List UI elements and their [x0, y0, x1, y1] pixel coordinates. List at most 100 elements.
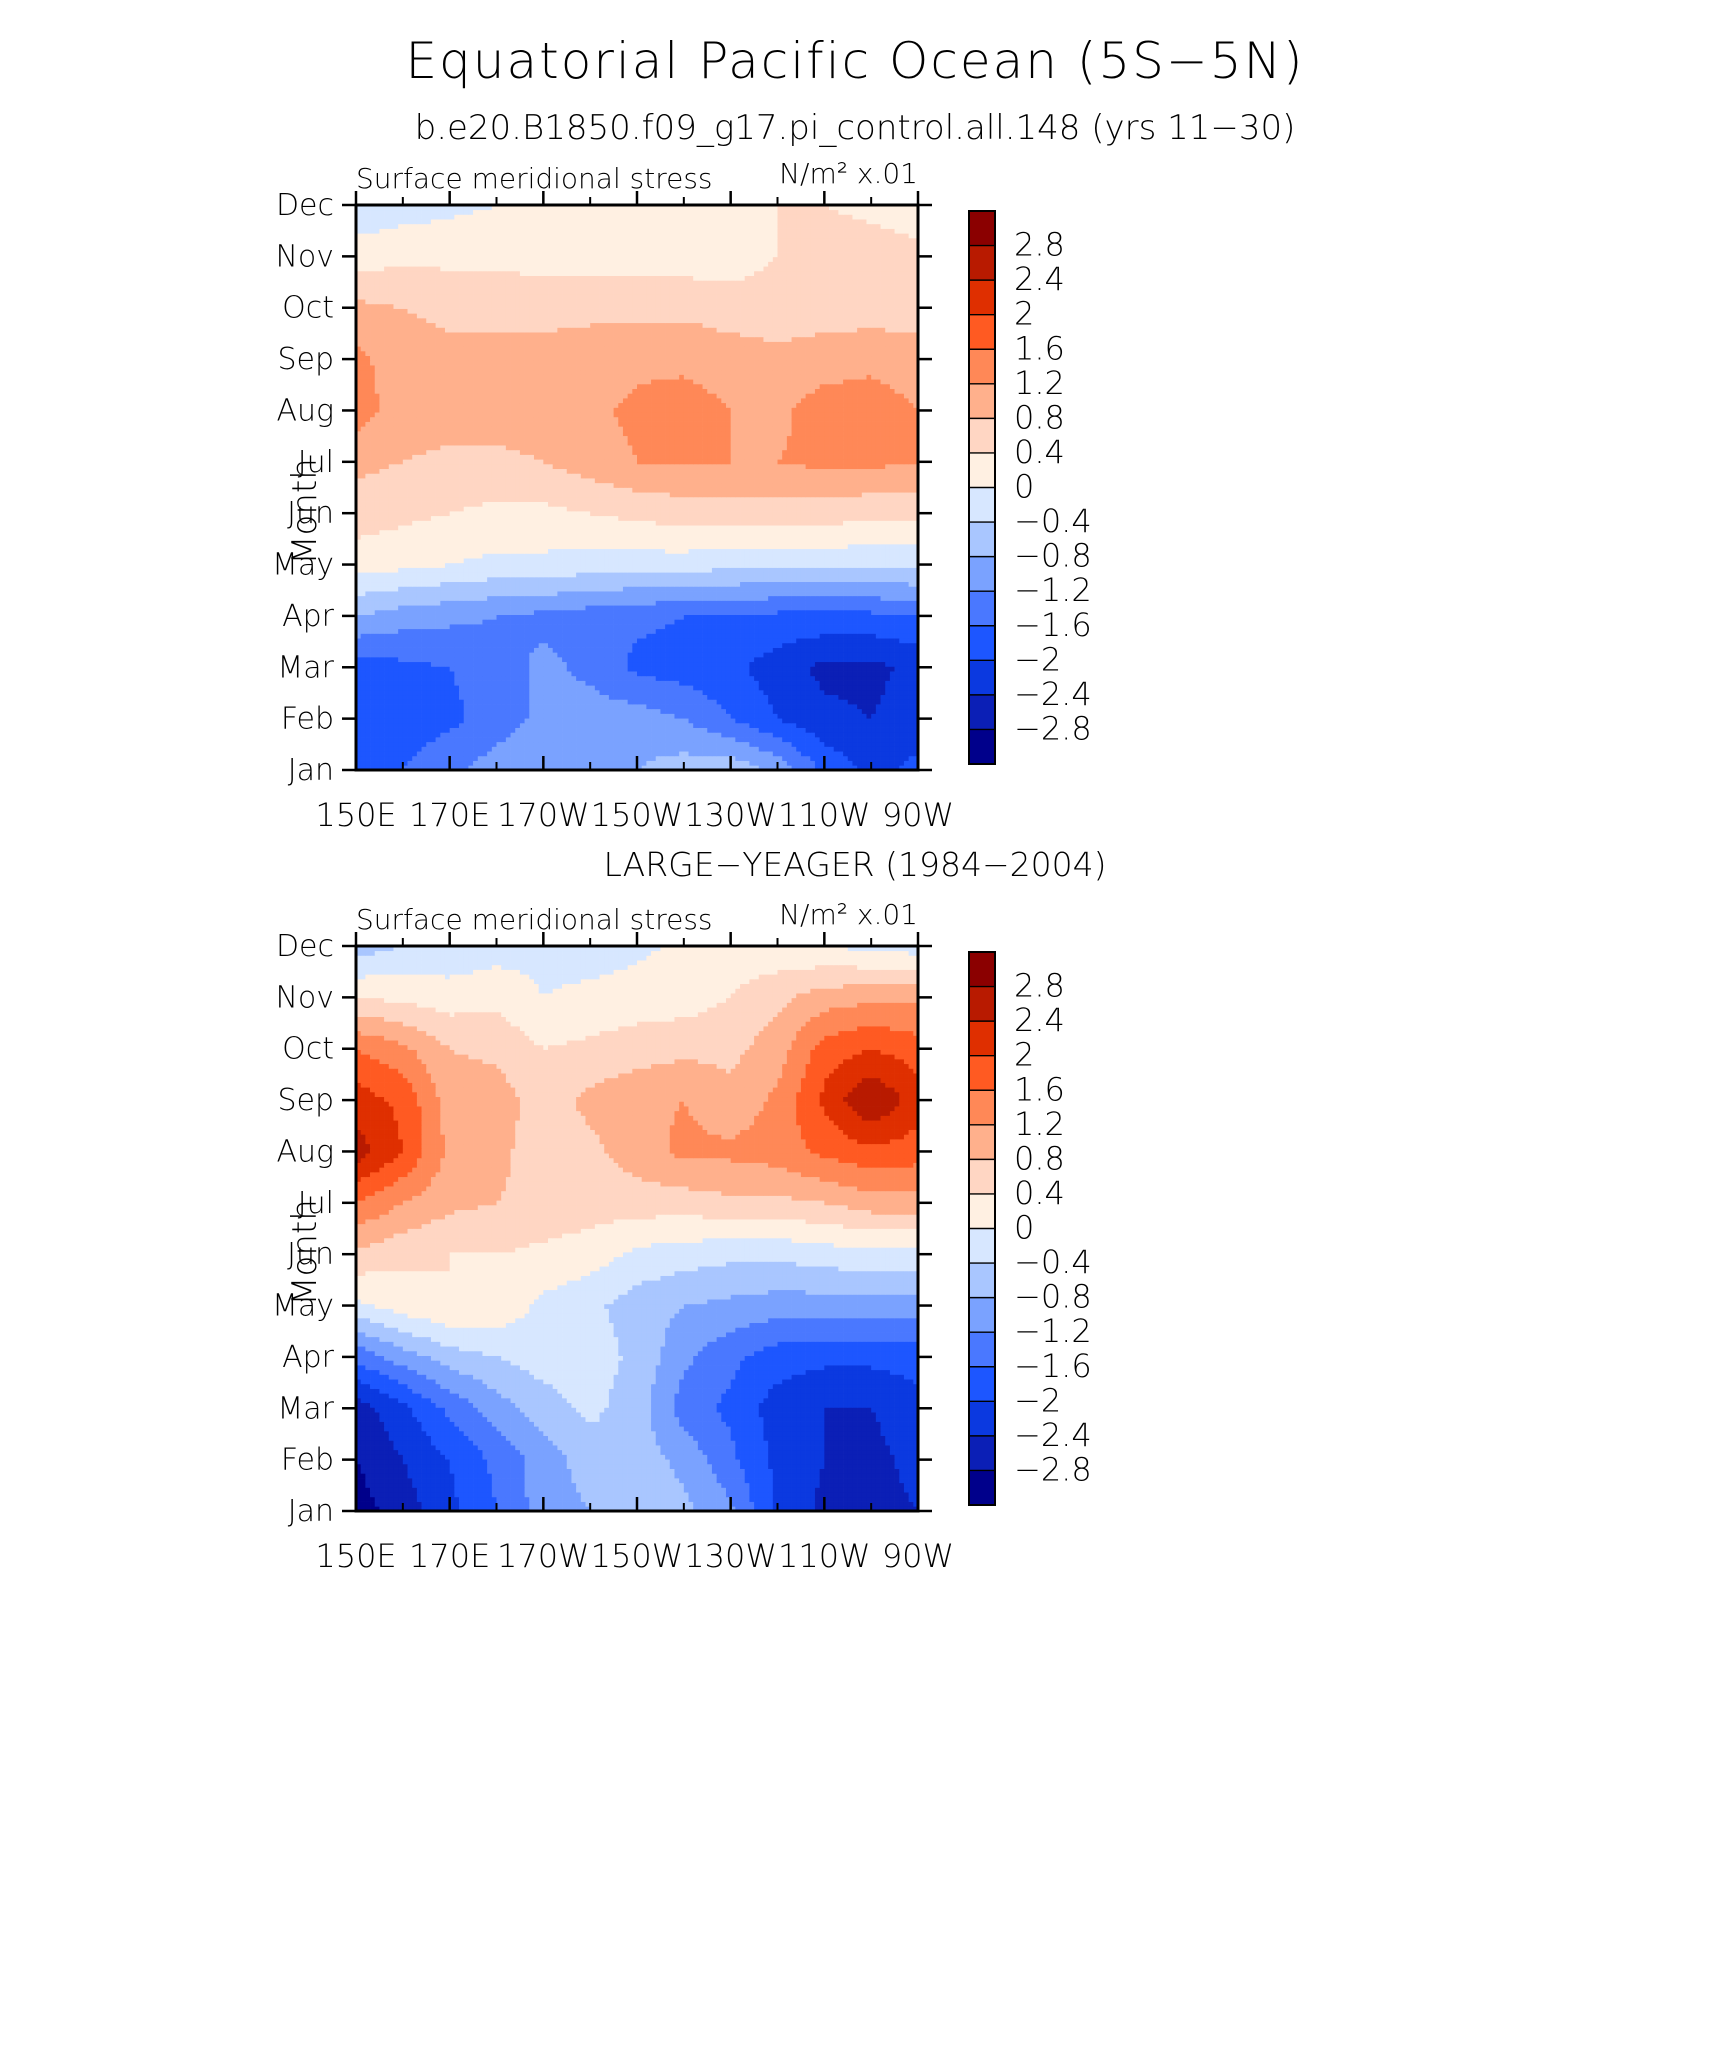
- heatmap-cell: [697, 727, 703, 733]
- heatmap-cell: [866, 699, 872, 705]
- heatmap-cell: [491, 595, 497, 601]
- heatmap-cell: [557, 638, 563, 644]
- heatmap-cell: [782, 633, 788, 639]
- heatmap-cell: [501, 718, 507, 724]
- heatmap-cell: [501, 704, 507, 710]
- heatmap-cell: [468, 727, 474, 733]
- heatmap-cell: [791, 652, 797, 658]
- heatmap-cell: [899, 619, 905, 625]
- heatmap-cell: [688, 755, 694, 761]
- heatmap-cell: [679, 642, 685, 648]
- heatmap-cell: [618, 671, 624, 677]
- heatmap-cell: [449, 755, 455, 761]
- heatmap-cell: [370, 572, 376, 578]
- heatmap-cell: [796, 751, 802, 757]
- heatmap-cell: [744, 765, 750, 770]
- heatmap-cell: [833, 732, 839, 738]
- heatmap-cell: [702, 760, 708, 766]
- heatmap-cell: [660, 671, 666, 677]
- heatmap-cell: [688, 718, 694, 724]
- heatmap-cell: [903, 605, 909, 611]
- heatmap-cell: [716, 666, 722, 672]
- heatmap-cell: [356, 657, 362, 663]
- heatmap-cell: [908, 699, 914, 705]
- heatmap-cell: [477, 675, 483, 681]
- heatmap-cell: [838, 614, 844, 620]
- heatmap-cell: [426, 572, 432, 578]
- heatmap-cell: [899, 746, 905, 752]
- heatmap-cell: [515, 722, 521, 728]
- heatmap-cell: [622, 732, 628, 738]
- heatmap-cell: [360, 661, 366, 667]
- heatmap-cell: [847, 713, 853, 719]
- heatmap-cell: [646, 661, 652, 667]
- heatmap-cell: [627, 652, 633, 658]
- heatmap-cell: [622, 689, 628, 696]
- heatmap-cell: [473, 680, 479, 686]
- heatmap-cell: [800, 713, 806, 719]
- heatmap-cell: [416, 746, 422, 752]
- heatmap-cell: [908, 680, 914, 686]
- heatmap-cell: [543, 614, 549, 620]
- heatmap-cell: [412, 718, 418, 724]
- heatmap-cell: [716, 624, 722, 630]
- heatmap-cell: [744, 586, 750, 592]
- heatmap-cell: [814, 595, 820, 601]
- heatmap-cell: [791, 576, 797, 583]
- heatmap-cell: [505, 619, 511, 625]
- heatmap-cell: [660, 647, 666, 653]
- heatmap-cell: [875, 581, 881, 587]
- heatmap-cell: [805, 760, 811, 766]
- heatmap-cell: [468, 633, 474, 639]
- heatmap-cell: [716, 685, 722, 691]
- heatmap-cell: [814, 694, 820, 700]
- heatmap-cell: [819, 661, 825, 667]
- heatmap-cell: [566, 624, 572, 630]
- heatmap-cell: [655, 619, 661, 625]
- heatmap-cell: [660, 722, 666, 728]
- heatmap-cell: [566, 647, 572, 653]
- heatmap-cell: [838, 727, 844, 733]
- heatmap-cell: [533, 576, 539, 583]
- heatmap-cell: [515, 713, 521, 719]
- heatmap-cell: [576, 619, 582, 625]
- heatmap-cell: [679, 685, 685, 691]
- heatmap-cell: [627, 760, 633, 766]
- heatmap-cell: [721, 661, 727, 667]
- heatmap-cell: [505, 595, 511, 601]
- heatmap-cell: [599, 675, 605, 681]
- heatmap-cell: [604, 581, 610, 587]
- heatmap-cell: [735, 605, 741, 611]
- heatmap-cell: [721, 685, 727, 691]
- heatmap-cell: [613, 689, 619, 696]
- heatmap-cell: [899, 760, 905, 766]
- heatmap-cell: [782, 605, 788, 611]
- heatmap-cell: [777, 657, 783, 663]
- heatmap-cell: [473, 718, 479, 724]
- heatmap-cell: [473, 576, 479, 583]
- heatmap-cell: [707, 727, 713, 733]
- heatmap-cell: [688, 699, 694, 705]
- heatmap-cell: [622, 572, 628, 578]
- heatmap-cell: [491, 652, 497, 658]
- heatmap-cell: [871, 633, 877, 639]
- heatmap-cell: [693, 704, 699, 710]
- heatmap-cell: [393, 689, 399, 696]
- heatmap-cell: [903, 642, 909, 648]
- heatmap-cell: [524, 581, 530, 587]
- heatmap-cell: [810, 699, 816, 705]
- heatmap-cell: [725, 581, 732, 587]
- heatmap-cell: [576, 624, 582, 630]
- heatmap-cell: [398, 591, 404, 597]
- heatmap-cell: [763, 600, 769, 606]
- heatmap-cell: [805, 746, 811, 752]
- heatmap-cell: [430, 605, 436, 611]
- heatmap-cell: [833, 675, 839, 681]
- heatmap-cell: [505, 746, 511, 752]
- heatmap-cell: [843, 652, 849, 658]
- heatmap-cell: [501, 675, 507, 681]
- heatmap-cell: [571, 628, 577, 634]
- heatmap-cell: [725, 647, 732, 653]
- heatmap-cell: [622, 661, 628, 667]
- heatmap-cell: [585, 605, 591, 611]
